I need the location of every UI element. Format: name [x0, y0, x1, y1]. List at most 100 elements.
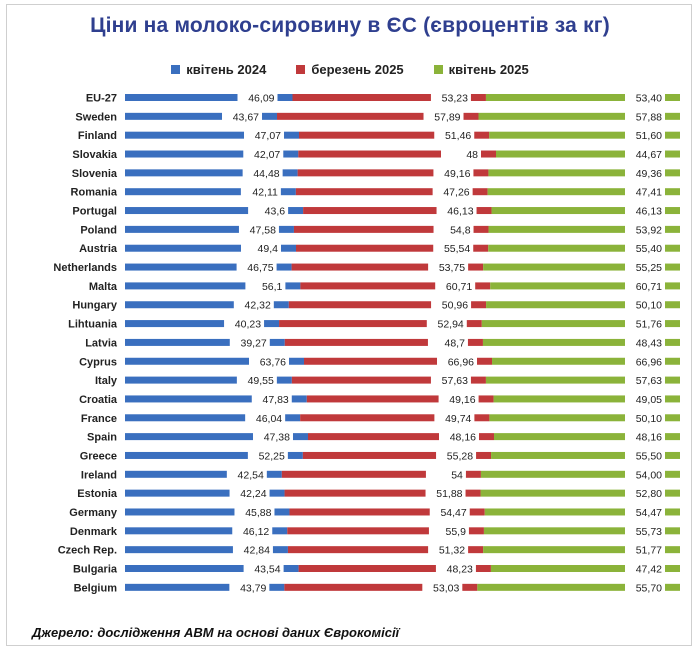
bar-segment — [300, 282, 491, 290]
data-label-bg — [237, 91, 278, 104]
bar-segment — [284, 338, 483, 346]
data-label: 47,38 — [264, 432, 290, 444]
data-label: 43,79 — [240, 582, 266, 594]
data-label: 49,4 — [258, 243, 279, 255]
data-label-bg — [229, 335, 270, 349]
legend-label-1: березень 2025 — [311, 62, 404, 77]
data-label-bg — [236, 260, 277, 274]
data-label-bg — [625, 562, 665, 575]
bar-segment — [299, 131, 490, 139]
data-label-bg — [438, 392, 479, 406]
category-label: Sweden — [75, 111, 117, 123]
data-label-bg — [423, 109, 464, 123]
data-label-bg — [625, 298, 665, 312]
data-label-bg — [433, 222, 474, 236]
data-label-bg — [425, 467, 466, 481]
data-label: 43,6 — [265, 206, 286, 218]
bar-segment — [486, 301, 680, 309]
bar-segment — [125, 282, 301, 290]
bar-segment — [125, 414, 301, 422]
data-label-bg — [437, 354, 478, 368]
bar-segment — [295, 244, 489, 252]
data-label: 52,25 — [259, 450, 285, 462]
data-label: 50,96 — [442, 300, 468, 312]
category-label: Latvia — [85, 337, 118, 349]
category-label: Cyprus — [79, 356, 117, 368]
bar-segment — [303, 207, 492, 215]
data-label-bg — [625, 204, 665, 218]
category-label: Romania — [71, 187, 118, 199]
data-label-bg — [625, 260, 665, 274]
bar-segment — [483, 546, 680, 554]
bar-segment — [484, 508, 680, 516]
legend-item-2: квітень 2025 — [433, 62, 529, 77]
data-label-bg — [226, 467, 267, 481]
bar-segment — [306, 395, 494, 403]
category-label: Italy — [95, 375, 118, 387]
data-label: 42,07 — [254, 149, 280, 161]
data-label-bg — [625, 580, 665, 594]
bar-segment — [125, 320, 280, 328]
data-label: 48,23 — [447, 564, 473, 576]
legend-label-2: квітень 2025 — [448, 62, 529, 77]
category-label: Finland — [78, 130, 117, 142]
data-label: 57,63 — [636, 375, 662, 387]
data-label-bg — [625, 222, 665, 236]
data-label-bg — [625, 109, 665, 123]
data-label-bg — [240, 185, 281, 199]
data-label-bg — [625, 448, 665, 462]
data-label-bg — [427, 335, 468, 349]
bar-segment — [481, 320, 680, 328]
data-label-bg — [252, 430, 293, 444]
data-label-bg — [441, 147, 481, 161]
data-label-bg — [247, 448, 288, 462]
data-label: 52,80 — [636, 488, 662, 500]
bar-segment — [125, 188, 296, 196]
data-label: 51,46 — [445, 130, 471, 142]
category-label: Poland — [80, 224, 117, 236]
bar-segment — [284, 583, 478, 591]
data-label-bg — [625, 467, 665, 481]
data-label: 53,23 — [442, 93, 468, 105]
bar-segment — [482, 338, 680, 346]
data-label-bg — [222, 109, 263, 123]
bar-segment — [490, 282, 680, 290]
data-label-bg — [242, 166, 283, 180]
bar-segment — [291, 263, 484, 271]
bar-segment — [487, 188, 680, 196]
data-label: 54 — [451, 469, 463, 481]
bar-segment — [125, 112, 278, 120]
data-label-bg — [625, 543, 665, 557]
bar-segment — [125, 131, 300, 139]
data-label-bg — [436, 448, 477, 462]
data-label: 39,27 — [241, 337, 267, 349]
data-label-bg — [435, 279, 476, 293]
data-label: 46,13 — [447, 206, 473, 218]
data-label: 46,04 — [256, 413, 282, 425]
bar-segment — [483, 263, 680, 271]
data-label-bg — [433, 166, 474, 180]
data-label-bg — [234, 505, 275, 519]
bar-segment — [485, 94, 680, 101]
data-label-bg — [426, 317, 467, 331]
data-label-bg — [232, 543, 273, 557]
data-label: 42,84 — [244, 545, 270, 557]
data-label-bg — [625, 335, 665, 349]
data-label-bg — [425, 486, 466, 500]
data-label: 47,58 — [250, 224, 276, 236]
bar-segment — [125, 338, 285, 346]
data-label-bg — [625, 486, 665, 500]
data-label-bg — [625, 354, 665, 368]
bar-segment — [125, 94, 293, 101]
data-label-bg — [240, 241, 281, 255]
data-label-bg — [245, 279, 286, 293]
data-label-bg — [625, 373, 665, 387]
category-label: Estonia — [77, 488, 118, 500]
data-label: 54,47 — [636, 507, 662, 519]
data-label-bg — [625, 392, 665, 406]
data-label-bg — [251, 392, 292, 406]
data-label: 46,13 — [636, 206, 662, 218]
data-label: 60,71 — [636, 281, 662, 293]
data-label-bg — [625, 524, 665, 538]
data-label-bg — [625, 317, 665, 331]
